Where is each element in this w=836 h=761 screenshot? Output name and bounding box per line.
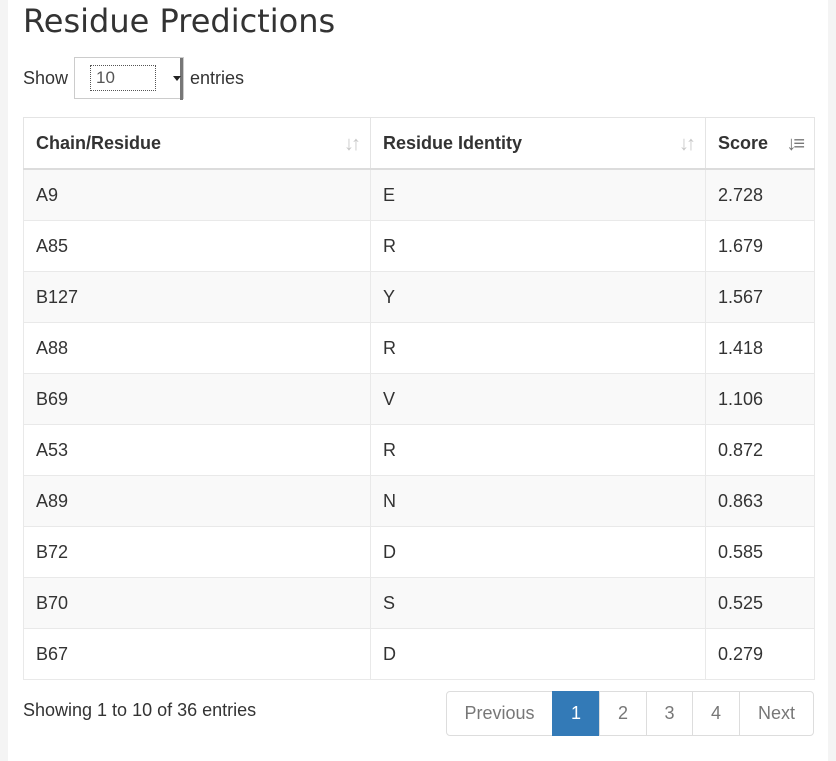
cell-residue-identity: S (370, 577, 706, 629)
cell-score: 1.106 (705, 373, 815, 425)
show-label: Show (23, 67, 69, 88)
cell-score: 2.728 (705, 168, 815, 221)
cell-residue-identity: D (370, 526, 706, 578)
next-page-button[interactable]: Next (739, 691, 814, 736)
pagination: Previous 1 2 3 4 Next (446, 691, 814, 736)
cell-residue-identity: E (370, 168, 706, 221)
predictions-table: Chain/Residue ↓↑ Residue Identity ↓↑ Sco… (23, 117, 815, 680)
cell-chain-residue: A89 (23, 475, 371, 527)
cell-residue-identity: D (370, 628, 706, 680)
page-button-3[interactable]: 3 (646, 691, 693, 736)
cell-chain-residue: B72 (23, 526, 371, 578)
cell-score: 1.418 (705, 322, 815, 374)
cell-score: 0.863 (705, 475, 815, 527)
entries-select-value: 10 (90, 65, 157, 91)
sort-both-icon: ↓↑ (679, 133, 696, 155)
cell-chain-residue: B127 (23, 271, 371, 323)
table-info: Showing 1 to 10 of 36 entries (23, 700, 257, 720)
cell-residue-identity: R (370, 220, 706, 272)
cell-residue-identity: V (370, 373, 706, 425)
page-button-2[interactable]: 2 (599, 691, 647, 736)
previous-page-button[interactable]: Previous (446, 691, 553, 736)
page-title: Residue Predictions (23, 2, 336, 40)
table-body: A9 E 2.728 A85 R 1.679 B127 Y 1.567 A88 R 1.418 B69 V… (23, 168, 815, 680)
table-row: B67 D 0.279 (23, 628, 815, 680)
cell-score: 1.679 (705, 220, 815, 272)
table-row: A53 R 0.872 (23, 424, 815, 476)
cell-chain-residue: B67 (23, 628, 371, 680)
table-row: A9 E 2.728 (23, 168, 815, 221)
entries-select[interactable]: 10 (74, 57, 185, 100)
sort-both-icon: ↓↑ (344, 133, 361, 155)
cell-residue-identity: Y (370, 271, 706, 323)
cell-residue-identity: R (370, 424, 706, 476)
cell-chain-residue: B69 (23, 373, 371, 425)
column-header-chain-residue[interactable]: Chain/Residue ↓↑ (23, 117, 371, 170)
page-button-1[interactable]: 1 (552, 691, 600, 736)
cell-score: 0.279 (705, 628, 815, 680)
cell-score: 0.872 (705, 424, 815, 476)
cell-chain-residue: B70 (23, 577, 371, 629)
table-row: B69 V 1.106 (23, 373, 815, 425)
cell-chain-residue: A85 (23, 220, 371, 272)
sort-desc-icon: ↓≡ (786, 133, 805, 155)
cell-chain-residue: A53 (23, 424, 371, 476)
cell-score: 0.585 (705, 526, 815, 578)
cell-residue-identity: R (370, 322, 706, 374)
table-row: B70 S 0.525 (23, 577, 815, 629)
table-row: B127 Y 1.567 (23, 271, 815, 323)
cell-score: 0.525 (705, 577, 815, 629)
cell-chain-residue: A88 (23, 322, 371, 374)
entries-length-control: Show 10 entries (23, 56, 244, 100)
cell-residue-identity: N (370, 475, 706, 527)
cell-chain-residue: A9 (23, 168, 371, 221)
page-button-4[interactable]: 4 (692, 691, 740, 736)
table-row: A88 R 1.418 (23, 322, 815, 374)
table-row: A89 N 0.863 (23, 475, 815, 527)
entries-label: entries (190, 67, 245, 88)
chevron-down-icon (173, 58, 184, 100)
cell-score: 1.567 (705, 271, 815, 323)
column-header-residue-identity[interactable]: Residue Identity ↓↑ (370, 117, 706, 170)
table-header-row: Chain/Residue ↓↑ Residue Identity ↓↑ Sco… (23, 117, 815, 170)
column-header-score[interactable]: Score ↓≡ (705, 117, 815, 170)
table-row: B72 D 0.585 (23, 526, 815, 578)
table-row: A85 R 1.679 (23, 220, 815, 272)
